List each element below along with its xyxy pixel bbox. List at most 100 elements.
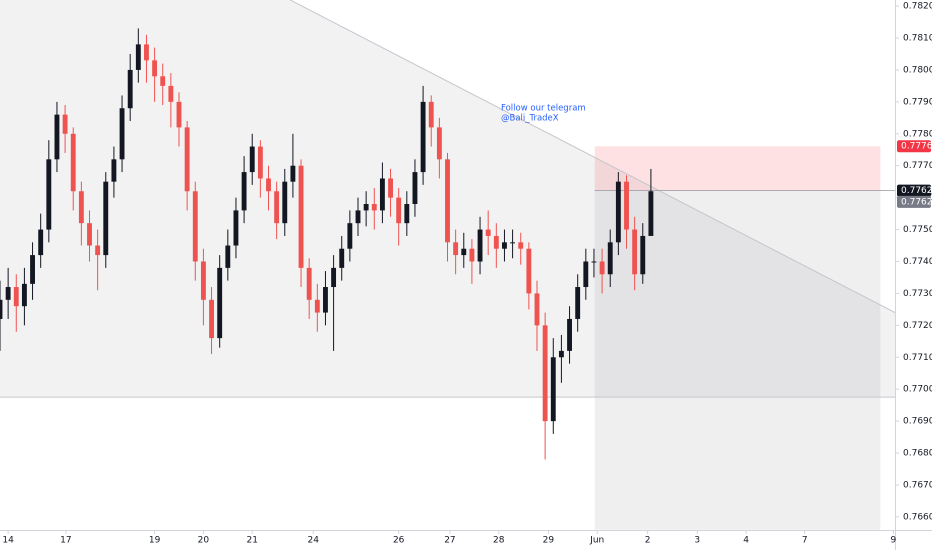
candle-body — [70, 133, 76, 192]
candle-body — [306, 267, 312, 300]
candle-body — [30, 255, 35, 284]
candle-body — [119, 108, 125, 160]
candle-body — [192, 191, 198, 262]
candle-body — [558, 350, 564, 358]
candle-body — [388, 178, 393, 198]
candle-body — [87, 223, 92, 246]
candle-body — [371, 204, 377, 211]
candle-body — [542, 325, 548, 422]
candle-body — [477, 229, 483, 262]
candle-body — [257, 146, 263, 179]
candle-body — [339, 248, 345, 268]
stop-zone — [594, 190, 881, 530]
trendline — [289, 0, 896, 314]
candle-body — [550, 357, 556, 422]
candle-body — [0, 299, 3, 319]
candle-body — [78, 191, 84, 224]
price-label: 0.77621 — [901, 197, 932, 207]
candle-body — [640, 235, 646, 275]
annotation: @Bali_TradeX — [501, 114, 559, 124]
candle-body — [241, 172, 247, 211]
price-label: 0.77761 — [901, 142, 932, 152]
candle-body — [160, 76, 166, 86]
candle-body — [314, 299, 320, 313]
x-tick-label: 28 — [493, 536, 505, 546]
x-tick-label: 3 — [694, 536, 700, 546]
x-tick-label: 17 — [60, 536, 71, 546]
candle-body — [209, 299, 214, 339]
candle-body — [225, 245, 231, 268]
x-tick-label: 14 — [2, 536, 14, 546]
candle-body — [323, 287, 328, 313]
x-tick-label: 27 — [444, 536, 455, 546]
candle-body — [510, 242, 516, 244]
x-tick-label: 4 — [743, 536, 749, 546]
candle-body — [575, 287, 581, 319]
candle-body — [396, 197, 402, 224]
candle-body — [46, 159, 52, 230]
candle-body — [168, 85, 174, 102]
candle-body — [282, 181, 288, 224]
candle-body — [5, 287, 11, 300]
x-tick-label: 26 — [393, 536, 405, 546]
candle-body — [38, 229, 44, 256]
candle-body — [567, 318, 572, 351]
candle-body — [266, 178, 271, 192]
candle-body — [624, 181, 629, 230]
candle-body — [144, 44, 149, 61]
x-tick-label: 24 — [308, 536, 320, 546]
candle-body — [103, 181, 109, 256]
candle-body — [249, 146, 255, 173]
candle-body — [379, 178, 385, 211]
x-tick-label: 9 — [891, 536, 897, 546]
x-tick-label: 20 — [198, 536, 210, 546]
candle-body — [13, 287, 19, 307]
candle-body — [200, 261, 206, 300]
candle-body — [518, 242, 524, 249]
candle-body — [111, 159, 117, 182]
annotation: Follow our telegram — [501, 104, 586, 114]
candle-body — [599, 261, 605, 275]
candle-body — [233, 210, 239, 246]
candle-body — [363, 204, 369, 211]
x-tick-label: 7 — [802, 536, 808, 546]
candle-body — [428, 101, 434, 128]
candle-body — [290, 165, 296, 182]
candle-body — [127, 69, 133, 109]
candle-body — [493, 235, 499, 249]
candle-body — [274, 191, 280, 224]
candle-body — [184, 127, 190, 192]
candle-body — [615, 181, 621, 243]
candle-body — [217, 267, 223, 339]
candle-body — [412, 172, 418, 205]
candle-body — [469, 248, 475, 262]
x-tick-label: 29 — [543, 536, 555, 546]
candle-body — [648, 191, 654, 236]
target-zone — [594, 146, 881, 191]
price-label-bg — [897, 195, 931, 208]
candle-body — [583, 261, 589, 288]
x-tick-label: 21 — [247, 536, 258, 546]
candle-body — [485, 229, 491, 236]
candle-body — [331, 267, 337, 288]
candle-body — [453, 242, 459, 256]
candle-body — [347, 223, 353, 249]
candle-body — [355, 210, 361, 224]
candle-body — [404, 204, 410, 224]
candle-body — [534, 293, 540, 326]
candle-body — [135, 44, 141, 70]
candles — [0, 28, 654, 460]
candle-body — [298, 165, 304, 268]
candle-body — [526, 248, 532, 294]
